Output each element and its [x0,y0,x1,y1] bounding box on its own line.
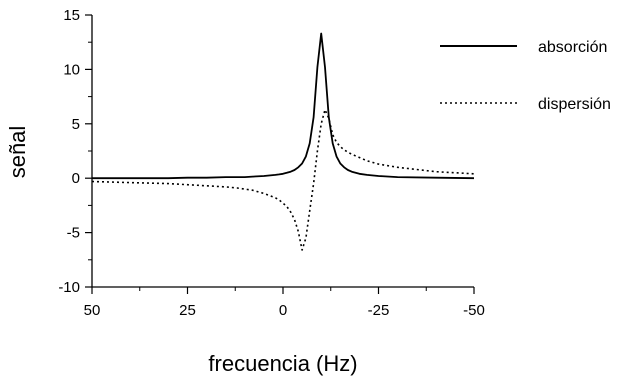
y-tick-label: 5 [72,116,80,133]
series-line-absorcion [92,32,475,180]
y-tick-label: 10 [63,61,80,78]
legend: absorción dispersión [440,39,611,113]
plot-frame [91,15,474,288]
x-tick-label: 0 [279,302,287,319]
x-tick-label: -50 [463,302,485,319]
x-axis: 50 25 0 -25 -50 [84,287,485,319]
series-layer [91,32,475,251]
legend-label-absorcion: absorción [538,39,607,56]
x-tick-label: -25 [368,302,390,319]
x-tick-label: 50 [84,302,101,319]
y-tick-label: -10 [58,279,80,296]
series-line-dispersion [91,108,475,251]
y-axis-title: señal [5,126,30,179]
y-axis: 15 10 5 0 -5 -10 [58,7,92,296]
x-tick-label: 25 [179,302,196,319]
y-tick-label: 15 [63,7,80,24]
y-tick-label: -5 [67,225,80,242]
y-tick-label: 0 [72,170,80,187]
x-axis-title: frecuencia (Hz) [208,351,357,376]
legend-label-dispersion: dispersión [538,96,611,113]
